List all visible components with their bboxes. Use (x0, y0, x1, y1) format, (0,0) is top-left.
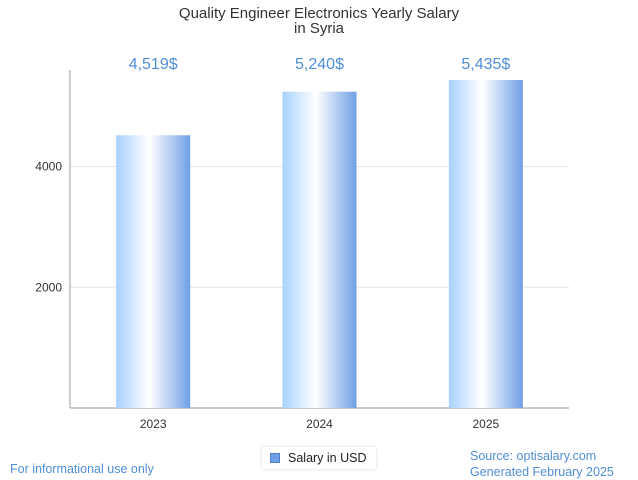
y-tick-label-4000: 4000 (35, 160, 62, 174)
chart-title-line-2: in Syria (294, 20, 345, 37)
y-tick-label-2000: 2000 (35, 280, 62, 294)
x-ticks: 2023 2024 2025 (140, 417, 500, 431)
x-tick-label-2023: 2023 (140, 417, 167, 431)
legend-label: Salary in USD (288, 451, 367, 465)
data-label-2024: 5,240$ (295, 56, 344, 73)
source-text: Source: optisalary.com (470, 449, 597, 463)
x-tick-label-2024: 2024 (306, 417, 333, 431)
disclaimer-text: For informational use only (10, 462, 154, 476)
data-labels: 4,519$ 5,240$ 5,435$ (129, 56, 511, 73)
x-tick-label-2025: 2025 (472, 417, 499, 431)
generated-text: Generated February 2025 (470, 465, 614, 479)
source-block: Source: optisalary.com Generated Februar… (470, 448, 614, 480)
legend[interactable]: Salary in USD (262, 447, 376, 469)
bar-2025[interactable] (448, 79, 523, 409)
bars (116, 79, 523, 409)
legend-swatch (270, 453, 280, 463)
bar-2024[interactable] (282, 91, 357, 408)
y-ticks: 2000 4000 (35, 160, 62, 295)
data-label-2025: 5,435$ (461, 56, 510, 73)
bar-2023[interactable] (116, 135, 191, 408)
chart-title-line-1: Quality Engineer Electronics Yearly Sala… (179, 5, 460, 22)
data-label-2023: 4,519$ (129, 56, 178, 73)
